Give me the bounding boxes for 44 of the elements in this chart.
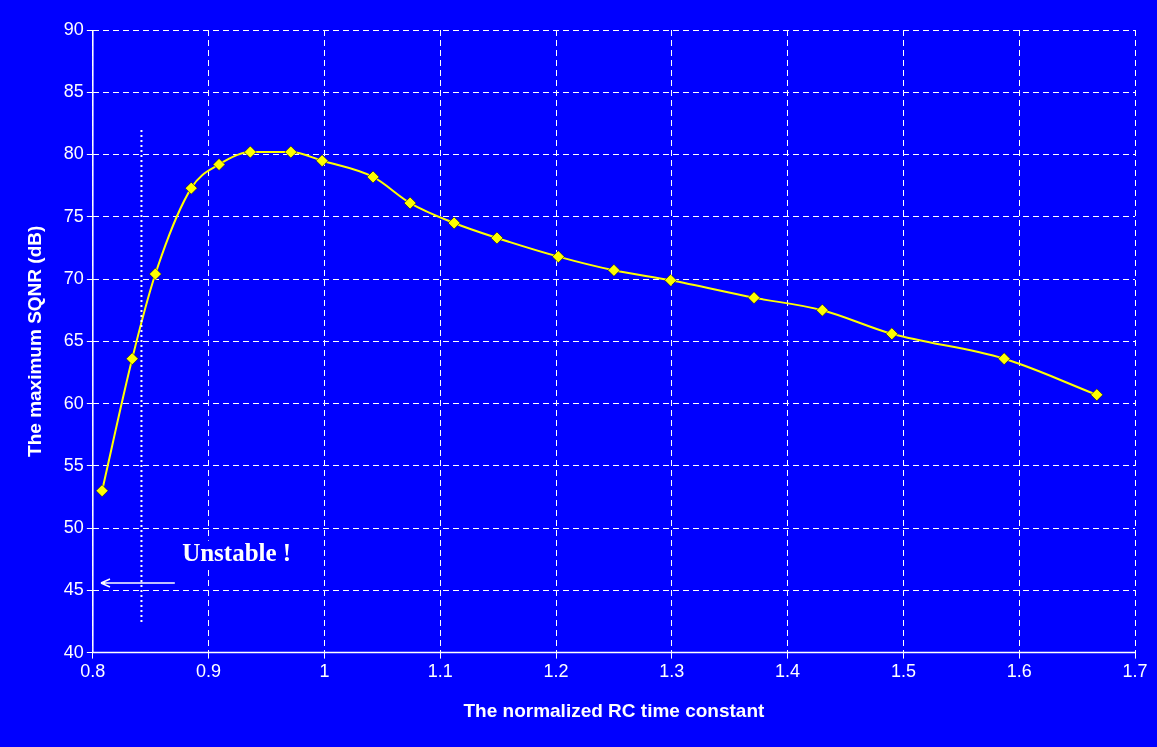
x-tick-label: 1.1	[427, 661, 453, 682]
y-tick-label: 75	[63, 205, 84, 226]
y-tick-label: 55	[63, 454, 84, 475]
y-tick-label: 60	[63, 392, 84, 413]
point	[447, 216, 461, 230]
point	[212, 158, 226, 171]
y-tick-label: 80	[63, 143, 84, 164]
point	[997, 352, 1011, 365]
x-tick-label: 0.8	[80, 661, 106, 682]
point	[403, 196, 417, 210]
y-tick-label: 85	[63, 81, 84, 102]
point	[125, 352, 139, 365]
x-tick-label: 1.4	[775, 661, 801, 682]
point	[244, 145, 257, 159]
point	[552, 250, 565, 263]
y-axis-title: The maximum SQNR (dB)	[23, 225, 45, 457]
x-tick-label: 0.9	[196, 661, 222, 682]
point	[366, 170, 380, 184]
point	[149, 267, 162, 281]
y-tick-label: 70	[63, 268, 84, 289]
point	[315, 154, 329, 167]
x-tick-label: 1.7	[1122, 661, 1148, 682]
point	[664, 274, 677, 287]
y-tick-label: 45	[63, 579, 84, 600]
x-tick-label: 1.3	[659, 661, 685, 682]
x-axis-title: The normalized RC time constant	[463, 699, 766, 721]
x-tick-label: 1.5	[890, 661, 916, 682]
x-tick-label: 1.2	[543, 661, 569, 682]
y-tick-label: 50	[63, 517, 84, 538]
point	[747, 291, 761, 304]
point	[885, 327, 899, 341]
annotation: Unstable !	[182, 539, 292, 567]
point	[816, 303, 829, 317]
point	[607, 264, 621, 277]
x-tick-label: 1	[319, 661, 330, 682]
y-tick-label: 40	[63, 641, 84, 662]
point	[1090, 388, 1104, 402]
x-tick-label: 1.6	[1006, 661, 1032, 682]
point	[185, 181, 198, 195]
y-tick-label: 65	[63, 330, 84, 351]
point	[284, 145, 298, 159]
point	[95, 484, 109, 497]
point	[490, 231, 504, 245]
y-tick-label: 90	[63, 18, 84, 39]
